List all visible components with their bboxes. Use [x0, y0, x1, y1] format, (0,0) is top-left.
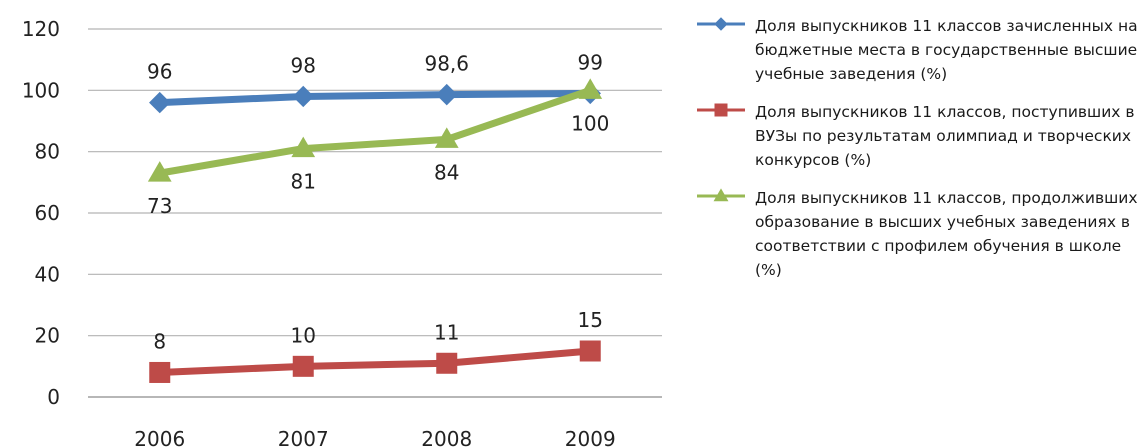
legend-key-1	[697, 103, 745, 117]
data-label: 99	[578, 50, 603, 74]
series-2-point	[147, 161, 172, 182]
series-1-point	[579, 340, 601, 362]
series-2-point	[578, 78, 603, 99]
legend-label-1: Доля выпускников 11 классов, поступивших…	[755, 103, 1135, 169]
y-tick-label: 20	[35, 324, 60, 348]
series-group	[147, 78, 603, 383]
series-2-point	[434, 127, 459, 148]
legend-marker	[713, 188, 729, 202]
legend-key-0	[697, 17, 745, 31]
series-1-point	[292, 355, 314, 377]
legend: Доля выпускников 11 классов зачисленных …	[695, 14, 1141, 296]
series-0-point	[292, 85, 314, 108]
series-0-point	[436, 83, 458, 106]
legend-label-2: Доля выпускников 11 классов, продолживши…	[755, 189, 1138, 279]
data-label: 15	[578, 308, 603, 332]
legend-marker	[714, 17, 728, 31]
series-line-2	[156, 86, 594, 177]
y-tick-label: 40	[35, 262, 60, 286]
data-label: 98,6	[424, 52, 469, 76]
data-label: 84	[434, 160, 459, 184]
legend-item-1: Доля выпускников 11 классов, поступивших…	[695, 100, 1141, 172]
series-line-0	[156, 89, 594, 107]
y-tick-label: 60	[35, 201, 60, 225]
x-tick-label: 2008	[421, 427, 472, 448]
x-tick-label: 2006	[134, 427, 185, 448]
data-label: 100	[571, 111, 609, 135]
series-0-point	[149, 91, 171, 114]
series-2-point	[291, 136, 316, 158]
y-tick-label: 80	[35, 140, 60, 164]
data-labels: 96 98 98,6 99 8 10 11 15 73 81 84 100	[147, 50, 609, 353]
x-tick-label: 2009	[565, 427, 616, 448]
data-label: 96	[147, 60, 172, 84]
data-label: 73	[147, 194, 172, 218]
legend-marker	[714, 103, 728, 117]
x-tick-label: 2007	[278, 427, 329, 448]
series-1-point	[149, 361, 171, 383]
data-label: 98	[291, 53, 316, 77]
series-1-point	[436, 352, 458, 374]
series-line-1	[156, 347, 594, 376]
data-label: 8	[153, 329, 166, 353]
gridlines	[88, 28, 662, 398]
legend-key-2	[697, 188, 745, 202]
legend-item-2: Доля выпускников 11 классов, продолживши…	[695, 186, 1141, 282]
data-label: 11	[434, 320, 459, 344]
y-tick-label: 0	[47, 385, 60, 409]
y-tick-label: 120	[22, 17, 60, 41]
data-label: 10	[291, 323, 316, 347]
line-chart: 0 20 40 60 80 100 120 2006 2007 2008 2009 96 98 98,…	[22, 17, 662, 448]
y-tick-label: 100	[22, 78, 60, 102]
x-axis-ticks: 2006 2007 2008 2009	[134, 427, 615, 448]
legend-label-0: Доля выпускников 11 классов зачисленных …	[755, 17, 1138, 83]
y-axis-ticks: 0 20 40 60 80 100 120	[22, 17, 60, 409]
data-label: 81	[291, 170, 316, 194]
legend-item-0: Доля выпускников 11 классов зачисленных …	[695, 14, 1141, 86]
